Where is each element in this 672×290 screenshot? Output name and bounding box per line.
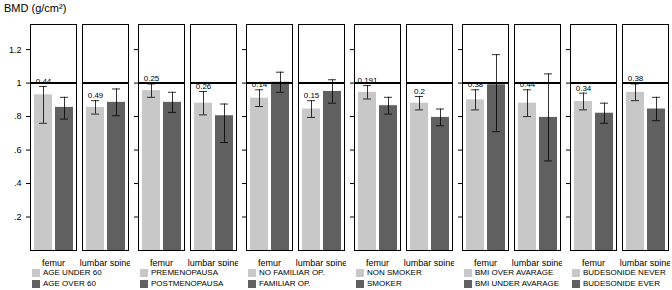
html-text:BMD (g/cm²): BMD (g/cm²) (4, 2, 67, 14)
svg-text:lumbar spine: lumbar spine (620, 258, 670, 266)
svg-text:1: 1 (16, 78, 21, 88)
html-text:BMI OVER AVARAGE: BMI OVER AVARAGE (475, 268, 554, 277)
html-text:BMI UNDER AVARAGE: BMI UNDER AVARAGE (475, 279, 560, 288)
html-text:NON SMOKER: NON SMOKER (367, 268, 422, 277)
html-text:PREMENOPAUSA: PREMENOPAUSA (151, 268, 218, 277)
svg-text:0.34: 0.34 (576, 84, 592, 93)
svg-text:0.38: 0.38 (627, 74, 644, 84)
svg-text:0.38: 0.38 (468, 80, 484, 89)
html-text:FAMILIAR OP.: FAMILIAR OP. (259, 279, 311, 288)
svg-text:femur: femur (474, 258, 497, 266)
html-text:BUDESONIDE EVER: BUDESONIDE EVER (583, 279, 660, 288)
svg-text:femur: femur (258, 258, 281, 266)
svg-text:0.15: 0.15 (304, 91, 320, 100)
svg-text:0.26: 0.26 (195, 82, 212, 91)
svg-text:.4: .4 (14, 178, 22, 188)
svg-text:lumbar spine: lumbar spine (404, 258, 454, 266)
svg-text:.6: .6 (14, 145, 22, 155)
svg-text:lumbar spine: lumbar spine (188, 258, 238, 266)
svg-text:lumbar spine: lumbar spine (512, 258, 562, 266)
svg-text:femur: femur (150, 258, 173, 266)
svg-text:0.191: 0.191 (357, 76, 378, 86)
svg-text:femur: femur (582, 258, 605, 266)
html-text:SMOKER: SMOKER (367, 279, 402, 288)
html-text:AGE UNDER 60: AGE UNDER 60 (43, 268, 102, 277)
html-text:NO FAMILIAR OP.: NO FAMILIAR OP. (259, 268, 325, 277)
svg-text:femur: femur (42, 258, 65, 266)
svg-text:0.44: 0.44 (36, 77, 52, 86)
svg-text:0.49: 0.49 (88, 91, 104, 100)
svg-text:0.14: 0.14 (252, 80, 268, 89)
svg-text:lumbar spine: lumbar spine (80, 258, 130, 266)
svg-text:0.25: 0.25 (143, 74, 160, 84)
svg-text:.2: .2 (14, 212, 22, 222)
html-text:POSTMENOPAUSA: POSTMENOPAUSA (151, 279, 224, 288)
html-text:BUDESONIDE NEVER: BUDESONIDE NEVER (583, 268, 666, 277)
svg-text:lumbar spine: lumbar spine (296, 258, 346, 266)
svg-text:femur: femur (366, 258, 389, 266)
html-text:AGE OVER 60: AGE OVER 60 (43, 279, 96, 288)
svg-text:1.2: 1.2 (9, 44, 22, 54)
svg-text:0.2: 0.2 (414, 87, 426, 96)
svg-text:0.44: 0.44 (520, 80, 536, 89)
svg-text:.8: .8 (14, 111, 22, 121)
